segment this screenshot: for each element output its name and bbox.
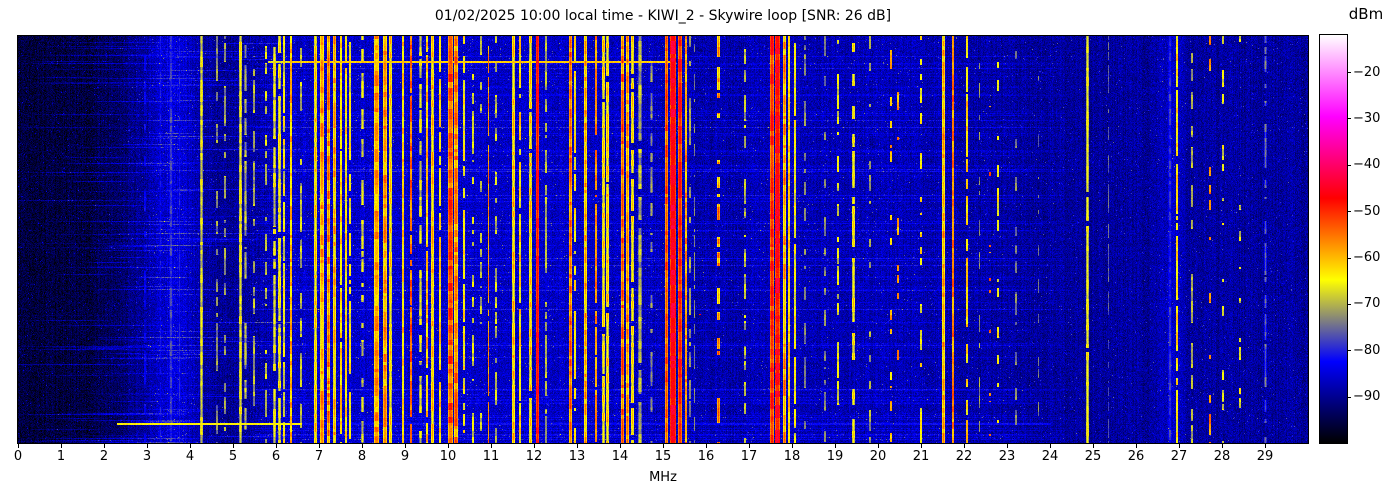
x-tick-label: 26 [1127,449,1145,464]
x-tick-label: 14 [611,449,629,464]
x-tick-mark [1050,444,1051,448]
x-tick-mark [1222,444,1223,448]
colorbar-tick-mark [1347,72,1351,73]
colorbar-tick-label: −70 [1353,296,1381,311]
x-tick-label: 17 [740,449,758,464]
x-tick-mark [1136,444,1137,448]
x-tick-label: 23 [998,449,1016,464]
x-tick-mark [964,444,965,448]
x-tick-mark [276,444,277,448]
colorbar-tick-mark [1347,165,1351,166]
x-tick-mark [1265,444,1266,448]
x-tick-mark [319,444,320,448]
x-tick-mark [835,444,836,448]
x-tick-mark [534,444,535,448]
x-tick-label: 13 [568,449,586,464]
colorbar-tick-mark [1347,350,1351,351]
colorbar-tick-label: −50 [1353,204,1381,219]
colorbar-tick-mark [1347,304,1351,305]
x-tick-mark [190,444,191,448]
colorbar-tick-mark [1347,118,1351,119]
x-tick-label: 5 [228,449,238,464]
x-tick-mark [18,444,19,448]
x-tick-label: 1 [56,449,66,464]
x-tick-mark [61,444,62,448]
x-tick-mark [448,444,449,448]
x-tick-mark [405,444,406,448]
x-tick-mark [706,444,707,448]
x-tick-label: 27 [1170,449,1188,464]
colorbar-tick-label: −60 [1353,250,1381,265]
x-tick-label: 3 [142,449,152,464]
x-tick-label: 16 [697,449,715,464]
colorbar-tick-label: −90 [1353,389,1381,404]
colorbar-tick-label: −20 [1353,65,1381,80]
colorbar-unit-label: dBm [1348,5,1384,23]
colorbar-gradient [1320,35,1347,443]
x-tick-mark [1093,444,1094,448]
x-tick-label: 8 [357,449,367,464]
x-tick-label: 15 [654,449,672,464]
figure-title: 01/02/2025 10:00 local time - KIWI_2 - S… [434,8,892,24]
x-tick-label: 24 [1041,449,1059,464]
x-tick-label: 2 [99,449,109,464]
x-tick-label: 4 [185,449,195,464]
x-tick-mark [792,444,793,448]
x-tick-label: 22 [955,449,973,464]
x-tick-label: 0 [13,449,23,464]
spectrogram-frame [17,35,1309,444]
x-tick-mark [1179,444,1180,448]
colorbar-tick-label: −40 [1353,157,1381,172]
colorbar-frame [1319,34,1348,444]
x-axis-label: MHz [649,470,677,485]
x-tick-label: 25 [1084,449,1102,464]
x-tick-mark [663,444,664,448]
colorbar-tick-label: −80 [1353,343,1381,358]
colorbar-tick-mark [1347,258,1351,259]
x-tick-label: 18 [783,449,801,464]
x-tick-label: 29 [1256,449,1274,464]
x-tick-mark [878,444,879,448]
x-tick-label: 11 [482,449,500,464]
x-tick-mark [491,444,492,448]
x-tick-label: 21 [912,449,930,464]
x-tick-label: 20 [869,449,887,464]
x-tick-mark [921,444,922,448]
x-tick-label: 28 [1213,449,1231,464]
colorbar-tick-mark [1347,211,1351,212]
x-tick-label: 9 [400,449,410,464]
colorbar-tick-label: −30 [1353,111,1381,126]
x-tick-label: 19 [826,449,844,464]
x-tick-label: 10 [439,449,457,464]
x-tick-label: 6 [271,449,281,464]
x-tick-mark [147,444,148,448]
x-tick-label: 7 [314,449,324,464]
x-tick-mark [104,444,105,448]
x-tick-mark [577,444,578,448]
x-tick-label: 12 [525,449,543,464]
spectrogram-canvas [18,36,1308,443]
x-tick-mark [749,444,750,448]
x-tick-mark [233,444,234,448]
x-tick-mark [620,444,621,448]
x-tick-mark [1007,444,1008,448]
x-tick-mark [362,444,363,448]
colorbar-tick-mark [1347,397,1351,398]
